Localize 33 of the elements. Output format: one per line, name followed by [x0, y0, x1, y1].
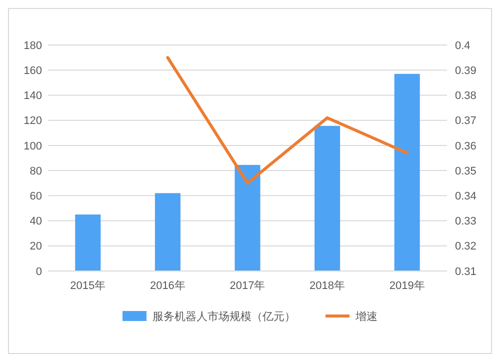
x-tick-label: 2015年: [70, 280, 106, 292]
y-tick-label: 60: [30, 190, 42, 203]
legend-label: 服务机器人市场规模（亿元）: [152, 310, 296, 323]
y-tick-label: 0: [36, 266, 42, 278]
y2-tick-label: 0.4: [455, 40, 470, 52]
line-series: [166, 56, 409, 185]
y2-tick-label: 0.35: [455, 165, 476, 178]
y2-tick-label: 0.38: [455, 90, 476, 102]
bar: [314, 126, 340, 271]
y-tick-label: 160: [24, 64, 42, 77]
y2-tick-label: 0.37: [455, 115, 476, 128]
y2-tick-label: 0.31: [455, 266, 476, 278]
x-tick-label: 2018年: [310, 280, 346, 292]
y-tick-label: 40: [30, 216, 42, 228]
y2-tick-label: 0.36: [455, 140, 476, 152]
legend-label: 增速: [354, 310, 378, 323]
x-tick-label: 2016年: [150, 280, 186, 292]
y2-tick-label: 0.32: [455, 240, 476, 253]
y2-tick-label: 0.34: [455, 190, 476, 203]
bar: [75, 214, 101, 271]
bar: [154, 193, 180, 271]
y-tick-label: 180: [24, 40, 42, 52]
y2-tick-label: 0.33: [455, 216, 476, 228]
y-tick-label: 80: [30, 165, 42, 178]
y-tick-label: 140: [24, 90, 42, 102]
bar: [394, 74, 420, 271]
x-tick-label: 2019年: [389, 280, 425, 292]
y-tick-label: 120: [24, 115, 42, 128]
x-tick-label: 2017年: [230, 280, 266, 292]
y-tick-label: 20: [30, 240, 42, 253]
y-tick-label: 100: [24, 140, 42, 152]
y2-tick-label: 0.39: [455, 64, 476, 77]
bar: [234, 164, 260, 271]
